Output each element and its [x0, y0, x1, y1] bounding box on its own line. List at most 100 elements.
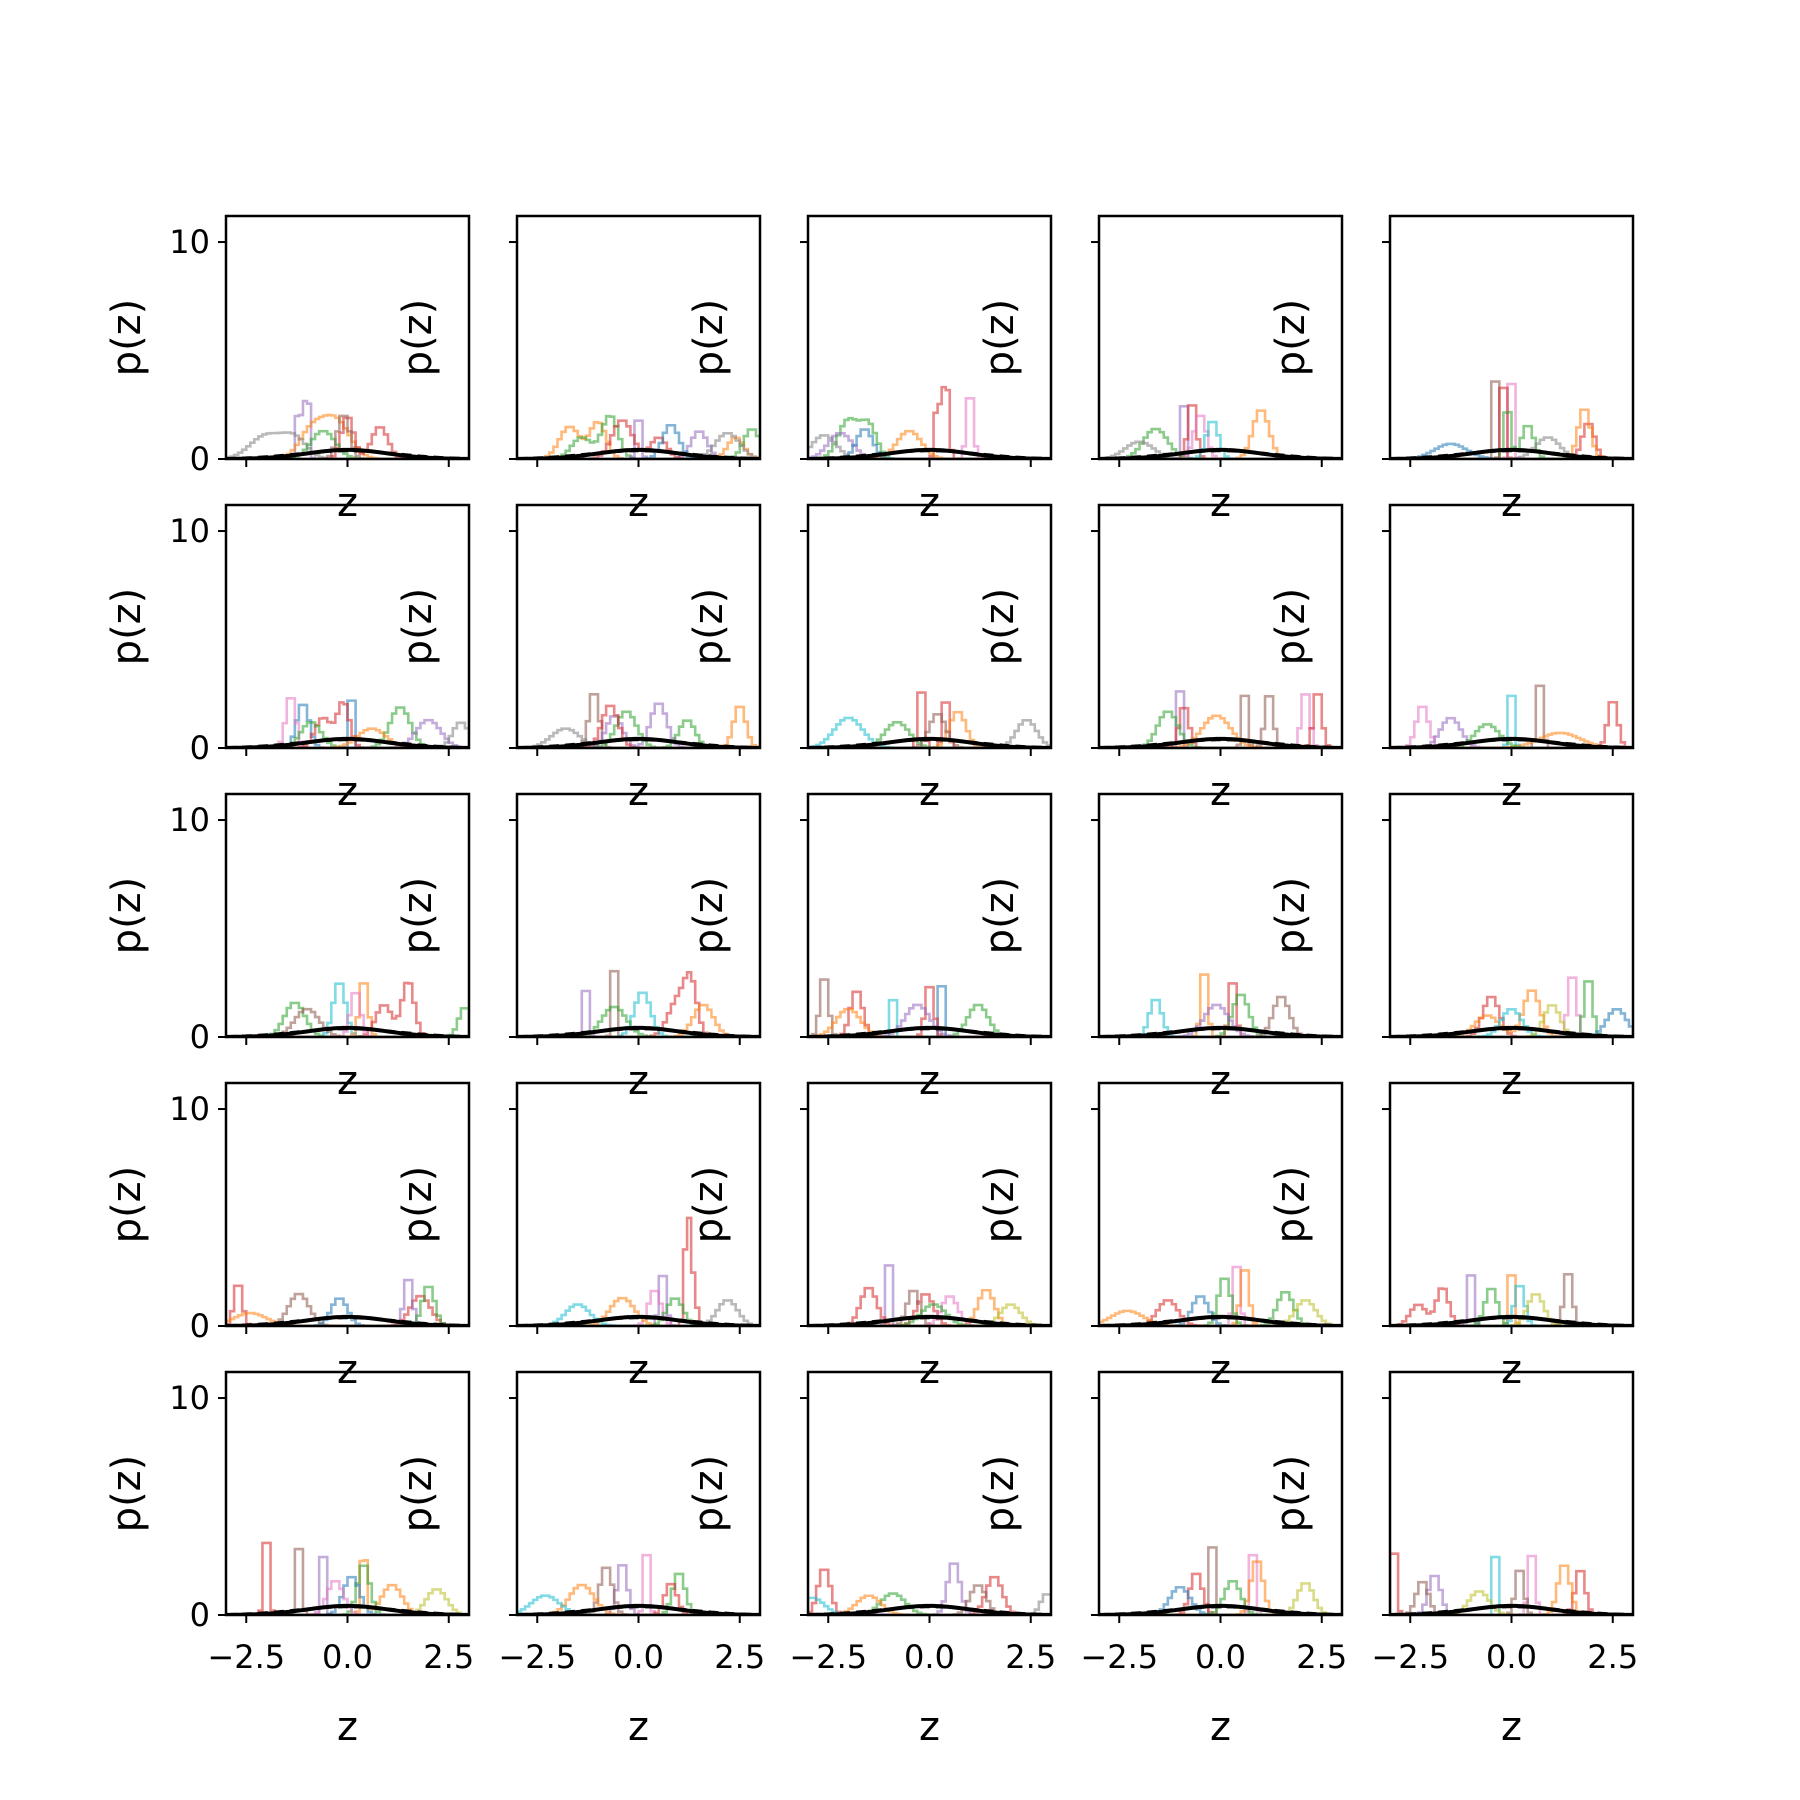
x-tick-label: −2.5 — [207, 1638, 285, 1676]
histogram-series-7 — [226, 1575, 469, 1615]
panel-r3-c4: z p(z) — [977, 792, 1344, 1104]
estimate-density-curve — [517, 1605, 760, 1615]
estimate-density-curve — [1390, 1027, 1633, 1037]
y-tick-label: 10 — [169, 1379, 210, 1417]
y-axis-label: p(z) — [686, 1455, 732, 1533]
estimate-density-curve — [1099, 1027, 1342, 1037]
histogram-series-2 — [1390, 694, 1633, 748]
x-tick-label: 0.0 — [904, 1638, 955, 1676]
histogram-series-3 — [226, 1297, 469, 1326]
panel-r1-c2: z p(z) — [395, 214, 762, 526]
x-axis-label: z — [919, 769, 940, 815]
histogram-series-5 — [808, 719, 1051, 748]
estimate-density-curve — [1390, 1316, 1633, 1326]
histogram-series-6 — [226, 1564, 469, 1615]
x-axis-label: z — [1210, 1347, 1231, 1393]
histogram-series-4 — [1099, 993, 1342, 1037]
plot-area — [226, 399, 469, 459]
y-axis-label: p(z) — [686, 299, 732, 377]
estimate-density-curve — [1099, 1605, 1342, 1615]
y-axis-label: p(z) — [1268, 1166, 1314, 1244]
histogram-series-5 — [1099, 414, 1342, 459]
x-tick-label: −2.5 — [498, 1638, 576, 1676]
plot-area — [1390, 1552, 1633, 1615]
estimate-density-curve — [517, 1027, 760, 1037]
histogram-series-2 — [226, 982, 469, 1037]
panel-r3-c5: z p(z) — [1268, 792, 1635, 1104]
x-axis-label: z — [628, 1704, 649, 1750]
plot-area — [808, 1562, 1051, 1615]
x-tick-label: 2.5 — [1296, 1638, 1347, 1676]
estimate-density-curve — [808, 1316, 1051, 1326]
estimate-density-curve — [1099, 738, 1342, 748]
plot-area — [226, 981, 469, 1037]
plot-area — [1390, 380, 1633, 459]
panel-r1-c3: z p(z) — [686, 214, 1053, 526]
x-axis-label: z — [337, 480, 358, 526]
panel-r3-c1: 0 10 z p(z) — [104, 792, 471, 1104]
histogram-series-2 — [1390, 980, 1633, 1037]
plot-area — [1390, 1273, 1633, 1326]
x-axis-label: z — [1501, 1058, 1522, 1104]
histogram-series-4 — [517, 991, 760, 1037]
y-axis-label: p(z) — [1268, 588, 1314, 666]
y-axis-label: p(z) — [395, 299, 441, 377]
histogram-series-6 — [226, 721, 469, 748]
x-tick-label: 2.5 — [714, 1638, 765, 1676]
histogram-series-5 — [808, 1596, 1051, 1615]
estimate-density-curve — [808, 738, 1051, 748]
axes-frame — [1388, 792, 1635, 1039]
y-tick-label: 0 — [190, 1307, 210, 1345]
histogram-series-6 — [1390, 1284, 1633, 1326]
x-tick-label: 2.5 — [1587, 1638, 1638, 1676]
x-axis-label: z — [1501, 1704, 1522, 1750]
histogram-series-5 — [1390, 1008, 1633, 1037]
x-axis-label: z — [337, 1347, 358, 1393]
plot-area — [226, 1541, 469, 1615]
histogram-series-3 — [1390, 700, 1633, 748]
estimate-density-curve — [808, 449, 1051, 459]
plot-area — [517, 692, 760, 748]
estimate-density-curve — [808, 1605, 1051, 1615]
panel-r1-c1: 0 10 z p(z) — [104, 214, 471, 526]
histogram-series-5 — [1390, 1574, 1633, 1615]
panel-r1-c4: z p(z) — [977, 214, 1344, 526]
histogram-series-4 — [517, 710, 760, 748]
x-axis-label: z — [628, 1058, 649, 1104]
panel-r4-c2: z p(z) — [395, 1081, 762, 1393]
histogram-series-2 — [808, 1562, 1051, 1615]
estimate-density-curve — [226, 738, 469, 748]
histogram-series-6 — [1099, 714, 1342, 748]
histogram-series-4 — [1390, 1287, 1633, 1326]
histogram-series-3 — [517, 702, 760, 748]
panel-r4-c3: z p(z) — [686, 1081, 1053, 1393]
x-axis-label: z — [628, 1347, 649, 1393]
y-axis-label: p(z) — [977, 1455, 1023, 1533]
x-axis-label: z — [1501, 480, 1522, 526]
plot-area — [1099, 690, 1342, 748]
histogram-series-1 — [226, 1541, 469, 1615]
plot-area — [1390, 684, 1633, 748]
y-tick-label: 10 — [169, 1090, 210, 1128]
y-axis-label: p(z) — [1268, 299, 1314, 377]
y-axis-label: p(z) — [1268, 1455, 1314, 1533]
histogram-series-4 — [1390, 408, 1633, 459]
x-tick-label: 0.0 — [613, 1638, 664, 1676]
y-tick-label: 10 — [169, 801, 210, 839]
estimate-density-curve — [517, 449, 760, 459]
histogram-series-2 — [1390, 382, 1633, 459]
y-axis-label: p(z) — [977, 877, 1023, 955]
histogram-series-7 — [1099, 1580, 1342, 1615]
plot-area — [808, 1264, 1051, 1326]
y-axis-label: p(z) — [686, 588, 732, 666]
plot-area — [808, 385, 1051, 459]
histogram-series-5 — [226, 1588, 469, 1615]
histogram-series-3 — [1099, 1277, 1342, 1326]
estimate-density-curve — [226, 1605, 469, 1615]
estimate-density-curve — [1390, 449, 1633, 459]
histogram-series-4 — [1390, 705, 1633, 748]
y-axis-label: p(z) — [104, 588, 150, 666]
x-axis-label: z — [628, 480, 649, 526]
y-axis-label: p(z) — [104, 1166, 150, 1244]
